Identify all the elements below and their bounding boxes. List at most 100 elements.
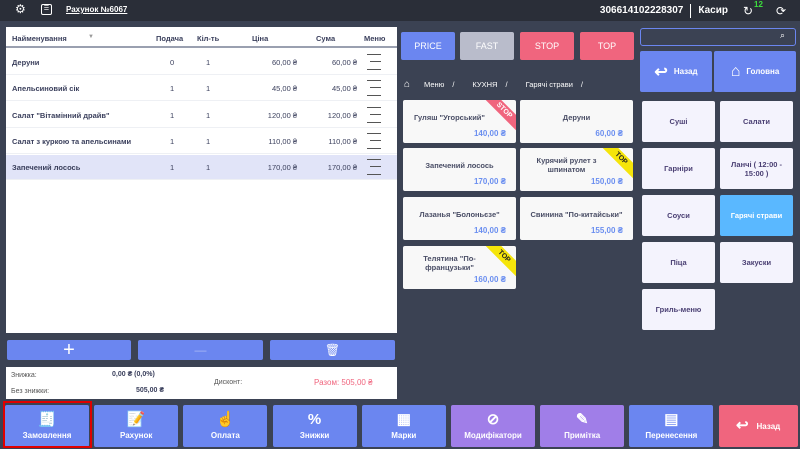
product-tile[interactable]: Телятина "По-французьки" 160,00 ₴ TOP: [403, 246, 516, 289]
table-row[interactable]: Деруни 0 1 60,00 ₴ 60,00 ₴: [6, 50, 397, 75]
category-button[interactable]: Суші: [642, 101, 715, 142]
category-button[interactable]: Салати: [720, 101, 793, 142]
action-pen-button[interactable]: ✎ Примітка: [540, 405, 625, 447]
category-button[interactable]: Гриль-меню: [642, 289, 715, 330]
list-view-icon[interactable]: ☰: [41, 4, 52, 15]
action-discount-button[interactable]: % Знижки: [272, 405, 357, 447]
row-menu-icon[interactable]: [367, 54, 381, 70]
nav-back-label: Назад: [673, 67, 698, 76]
sync-button[interactable]: ↻ 12: [742, 0, 763, 18]
filter-top[interactable]: TOP: [580, 32, 634, 60]
nav-home-button[interactable]: ⌂ Головна: [714, 51, 796, 92]
action-modifier-button[interactable]: ⊘ Модифікатори: [451, 405, 535, 447]
product-price: 140,00 ₴: [473, 129, 506, 138]
category-button[interactable]: Гарячі страви: [720, 195, 793, 236]
row-menu-icon[interactable]: [367, 159, 381, 176]
refresh-icon[interactable]: ⟳: [775, 3, 786, 18]
action-label: Марки: [391, 431, 417, 440]
item-name: Запечений лосось: [12, 163, 81, 173]
category-button[interactable]: Закуски: [720, 242, 793, 283]
category-button[interactable]: Піца: [642, 242, 715, 283]
top-bar-right: 306614102228307 Касир ↻ 12 ⟳: [600, 0, 786, 21]
qr-code-icon: ▦: [396, 411, 411, 428]
remove-button[interactable]: —: [138, 340, 263, 360]
back-arrow-icon: ↩: [654, 63, 668, 81]
product-tile[interactable]: Деруни 60,00 ₴: [520, 100, 633, 143]
search-input[interactable]: [640, 28, 796, 46]
item-sum: 120,00 ₴: [327, 110, 357, 120]
action-label: Назад: [756, 421, 781, 431]
filter-fast[interactable]: FAST: [460, 32, 514, 60]
product-tile[interactable]: Свинина "По-китайськи" 155,00 ₴: [520, 197, 633, 240]
action-payment-button[interactable]: ☝ Оплата: [183, 405, 268, 447]
nav-back-button[interactable]: ↩ Назад: [640, 51, 712, 92]
back-arrow-icon: ↩: [735, 417, 749, 434]
nav-home-label: Головна: [746, 67, 780, 76]
delete-trash-icon[interactable]: 🗑: [270, 340, 395, 360]
filter-price[interactable]: PRICE: [401, 32, 455, 60]
product-tile[interactable]: Лазанья "Болоньєзе" 140,00 ₴: [403, 197, 516, 240]
top-bar: ⚙ ☰ Рахунок №6067 306614102228307 Касир …: [0, 0, 800, 21]
bill-title[interactable]: Рахунок №6067: [66, 5, 128, 14]
sync-count: 12: [754, 0, 763, 9]
item-qty: 1: [206, 136, 211, 146]
row-menu-icon[interactable]: [367, 106, 381, 123]
action-back-arrow-button[interactable]: ↩ Назад: [718, 405, 798, 447]
product-name: Запечений лосось: [425, 160, 494, 170]
item-serve: 1: [170, 163, 175, 173]
col-qty: Кіл-ть: [197, 34, 220, 43]
row-menu-icon[interactable]: [367, 132, 381, 149]
product-name: Телятина "По-французьки": [423, 254, 476, 272]
item-name: Деруни: [12, 58, 40, 67]
item-sum: 110,00 ₴: [328, 136, 357, 146]
col-sum: Сума: [316, 34, 336, 43]
without-discount-value: 505,00 ₴: [136, 387, 165, 394]
receipt-icon: 🧾: [37, 411, 57, 428]
action-receipt-button[interactable]: 🧾 Замовлення: [5, 405, 89, 447]
action-qr-code-button[interactable]: ▦ Марки: [361, 405, 446, 447]
category-button[interactable]: Ланчі ( 12:00 - 15:00 ): [720, 148, 793, 189]
breadcrumb-kitchen[interactable]: КУХНЯ: [472, 79, 498, 89]
discount-icon: %: [307, 411, 322, 428]
table-row[interactable]: Апельсиновий сік 1 1 45,00 ₴ 45,00 ₴: [6, 76, 397, 102]
breadcrumb-home-icon[interactable]: ⌂: [404, 78, 411, 90]
table-row[interactable]: Салат "Вітамінний драйв" 1 1 120,00 ₴ 12…: [6, 103, 397, 128]
breadcrumb-hot-dishes[interactable]: Гарячі страви: [525, 79, 573, 89]
settings-gear-icon[interactable]: ⚙: [15, 2, 26, 16]
table-row[interactable]: Запечений лосось 1 1 170,00 ₴ 170,00 ₴: [6, 155, 397, 181]
product-tile[interactable]: Курячий рулет з шпинатом 150,00 ₴ TOP: [520, 148, 633, 191]
action-bill-edit-button[interactable]: 📝 Рахунок: [94, 405, 179, 447]
item-price: 45,00 ₴: [271, 84, 297, 94]
product-name: Курячий рулет з шпинатом: [536, 156, 597, 174]
product-price: 155,00 ₴: [590, 226, 623, 235]
sort-icon[interactable]: ▼: [88, 34, 94, 40]
item-serve: 1: [170, 136, 175, 146]
product-name: Свинина "По-китайськи": [530, 209, 623, 219]
product-tile[interactable]: Гуляш "Угорський" 140,00 ₴ STOP: [403, 100, 516, 143]
col-name[interactable]: Найменування: [12, 34, 67, 43]
breadcrumb-sep: /: [505, 79, 508, 89]
sync-icon: ↻: [742, 3, 754, 18]
action-label: Замовлення: [22, 431, 72, 440]
category-button[interactable]: Гарніри: [642, 148, 715, 189]
discount-card-label: Дисконт:: [214, 379, 243, 386]
col-price: Ціна: [252, 34, 269, 43]
add-button[interactable]: +: [7, 339, 131, 361]
search-icon[interactable]: ⌕: [780, 30, 786, 40]
without-discount-label: Без знижки:: [11, 388, 50, 395]
item-price: 60,00 ₴: [271, 58, 297, 67]
filter-stop[interactable]: STOP: [520, 32, 574, 60]
action-transfer-button[interactable]: ▤ Перенесення: [629, 405, 714, 447]
category-button[interactable]: Соуси: [642, 195, 715, 236]
row-menu-icon[interactable]: [367, 80, 381, 97]
col-menu: Меню: [364, 34, 386, 43]
total-value: Разом: 505,00 ₴: [314, 378, 373, 387]
product-tile[interactable]: Запечений лосось 170,00 ₴: [403, 148, 516, 191]
col-serve: Подача: [156, 34, 184, 43]
discount-value: 0,00 ₴ (0,0%): [112, 371, 155, 378]
breadcrumb-menu[interactable]: Меню: [424, 79, 445, 89]
payment-icon: ☝: [216, 411, 235, 428]
header-divider: [6, 46, 397, 48]
action-label: Модифікатори: [464, 431, 522, 440]
table-row[interactable]: Салат з куркою та апельсинами 1 1 110,00…: [6, 129, 397, 154]
